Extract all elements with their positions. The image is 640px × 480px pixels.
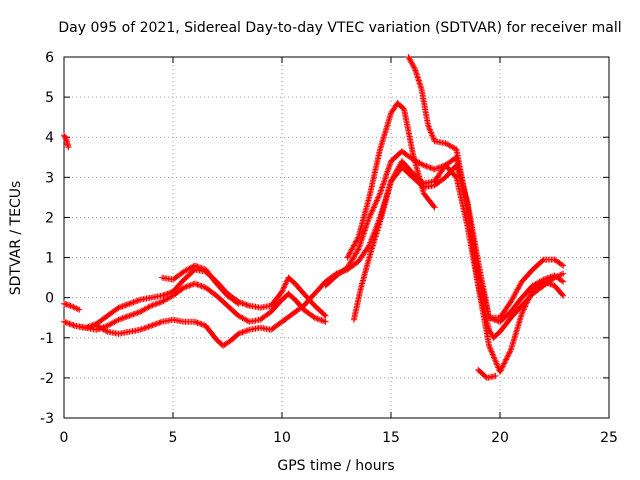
grid xyxy=(63,56,610,419)
series-satellite-track-5 xyxy=(93,162,567,349)
marker-path xyxy=(159,262,242,307)
x-tick-label: 15 xyxy=(382,430,400,446)
data-marks xyxy=(61,54,567,381)
marker-path xyxy=(93,162,567,349)
series-satellite-track-2 xyxy=(61,280,329,333)
y-axis-label: SDTVAR / TECUs xyxy=(8,181,24,296)
marker-path xyxy=(61,280,329,333)
marker-path xyxy=(405,54,567,321)
y-tick-label: -3 xyxy=(40,411,54,427)
plot-frame xyxy=(63,56,610,419)
y-tick-label: -1 xyxy=(40,331,54,347)
x-tick-label: 25 xyxy=(600,430,618,446)
y-tick-label: 6 xyxy=(45,50,54,66)
y-tick-label: -2 xyxy=(40,371,54,387)
x-tick-label: 20 xyxy=(491,430,509,446)
y-tick-label: 0 xyxy=(45,291,54,307)
y-tick-label: 1 xyxy=(45,251,54,267)
y-tick-label: 5 xyxy=(45,90,54,106)
x-tick-label: 0 xyxy=(60,430,69,446)
marker-path xyxy=(61,300,83,313)
y-tick-label: 3 xyxy=(45,170,54,186)
series-satellite-track-11 xyxy=(475,366,499,381)
axes: 0 5 10 15 20 25 -3 -2 -1 0 1 2 3 4 5 6 xyxy=(40,50,618,446)
series-satellite-track-3 xyxy=(61,300,83,313)
y-tick-label: 2 xyxy=(45,210,54,226)
series-satellite-track-6 xyxy=(159,262,242,307)
marker-path xyxy=(475,366,499,381)
x-axis-label: GPS time / hours xyxy=(277,458,394,474)
x-tick-label: 5 xyxy=(169,430,178,446)
x-tick-label: 10 xyxy=(273,430,291,446)
series-satellite-track-10 xyxy=(405,54,567,321)
y-tick-label: 4 xyxy=(45,130,54,146)
chart-title: Day 095 of 2021, Sidereal Day-to-day VTE… xyxy=(58,20,621,36)
series-satellite-track-1 xyxy=(61,132,72,151)
marker-path xyxy=(61,132,72,151)
